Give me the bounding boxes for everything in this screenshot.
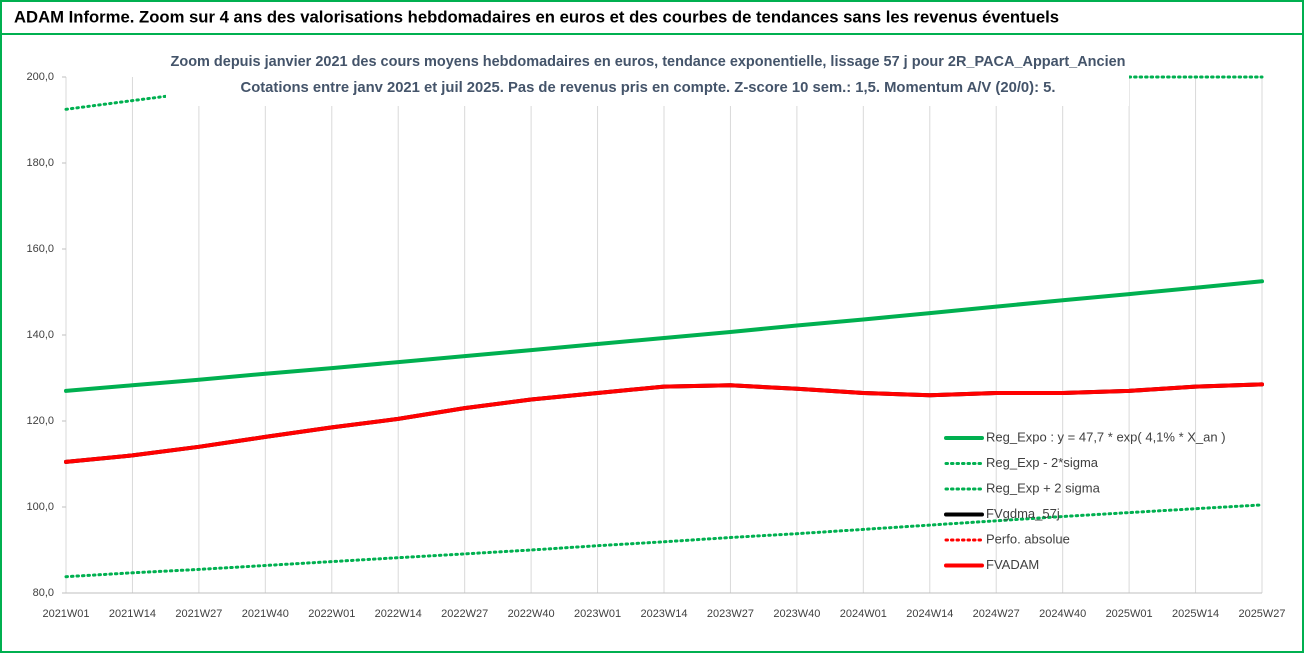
- x-tick-label: 2022W27: [441, 608, 488, 620]
- y-tick-label: 100,0: [26, 501, 54, 513]
- chart-subtitle: Zoom depuis janvier 2021 des cours moyen…: [171, 53, 1126, 70]
- legend-label: FVADAM: [986, 557, 1039, 572]
- chart-title: ADAM Informe. Zoom sur 4 ans des valoris…: [14, 7, 1059, 26]
- subtitle-box: [166, 46, 1129, 106]
- x-tick-label: 2022W40: [508, 608, 555, 620]
- x-tick-label: 2022W01: [308, 608, 355, 620]
- legend-label: Reg_Exp + 2 sigma: [986, 480, 1101, 495]
- x-tick-label: 2021W14: [109, 608, 156, 620]
- series-line: [64, 503, 1264, 579]
- y-tick-label: 160,0: [26, 243, 54, 255]
- x-tick-label: 2025W14: [1172, 608, 1219, 620]
- y-tick-label: 80,0: [33, 587, 54, 599]
- x-tick-label: 2021W27: [175, 608, 222, 620]
- legend: Reg_Expo : y = 47,7 * exp( 4,1% * X_an )…: [944, 429, 1226, 572]
- x-tick-label: 2024W40: [1039, 608, 1086, 620]
- y-tick-label: 140,0: [26, 329, 54, 341]
- legend-label: FVgdma_57j: [986, 506, 1060, 521]
- x-tick-label: 2021W40: [242, 608, 289, 620]
- x-tick-label: 2023W27: [707, 608, 754, 620]
- x-tick-label: 2021W01: [42, 608, 89, 620]
- x-tick-label: 2022W14: [375, 608, 422, 620]
- x-tick-label: 2023W01: [574, 608, 621, 620]
- y-tick-label: 200,0: [26, 71, 54, 83]
- plot-area: 2021W01 2021W14 2021W27 2021W40 2022W01 2022W…: [26, 71, 1285, 620]
- y-tick-label: 180,0: [26, 157, 54, 169]
- x-tick-label: 2024W27: [973, 608, 1020, 620]
- y-tick-label: 120,0: [26, 415, 54, 427]
- x-tick-label: 2025W01: [1106, 608, 1153, 620]
- series-line: [64, 279, 1264, 393]
- chart-subtitle: Cotations entre janv 2021 et juil 2025. …: [241, 79, 1056, 96]
- legend-label: Perfo. absolue: [986, 531, 1070, 546]
- legend-label: Reg_Exp - 2*sigma: [986, 455, 1099, 470]
- x-tick-label: 2025W27: [1238, 608, 1285, 620]
- x-tick-label: 2024W14: [906, 608, 953, 620]
- x-tick-label: 2024W01: [840, 608, 887, 620]
- legend-label: Reg_Expo : y = 47,7 * exp( 4,1% * X_an ): [986, 429, 1226, 444]
- x-tick-label: 2023W40: [773, 608, 820, 620]
- x-tick-label: 2023W14: [640, 608, 687, 620]
- series-line: [64, 382, 1264, 464]
